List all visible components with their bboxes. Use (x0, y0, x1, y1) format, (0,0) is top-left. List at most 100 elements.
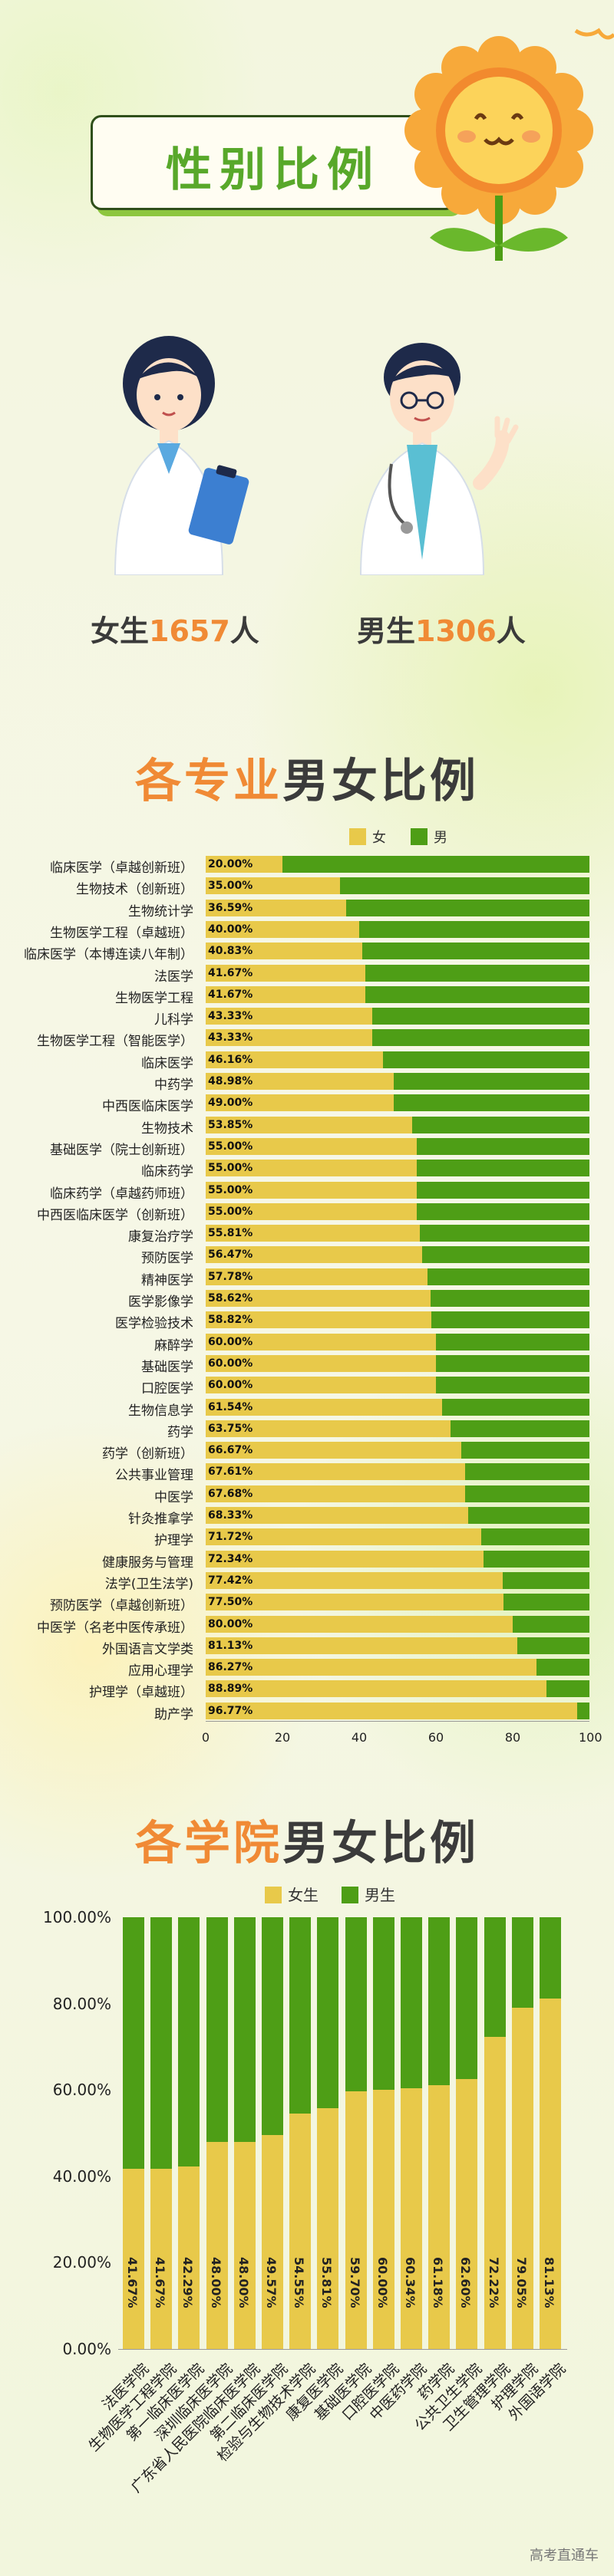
category-label: 麻醉学 (154, 1337, 193, 1354)
data-label: 46.16% (208, 1053, 253, 1066)
category-label: 医学检验技术 (115, 1316, 193, 1332)
bar-male (517, 1637, 589, 1654)
y-tick-label: 0.00% (62, 2340, 111, 2358)
bar-male (503, 1594, 589, 1611)
bar-male (365, 964, 589, 982)
legend-swatch (349, 828, 366, 845)
bar-female (206, 1225, 421, 1242)
female-doctor-illustration (114, 336, 249, 575)
section-colleges-title: 各学院男女比例 (0, 1806, 614, 1873)
female-count-prefix: 女生 (91, 614, 150, 648)
page-title: 性别比例 (166, 143, 381, 197)
data-label: 41.67% (208, 966, 253, 979)
data-label: 43.33% (208, 1010, 253, 1023)
bar-female (206, 877, 340, 895)
bar-female (178, 2166, 200, 2349)
bar-female (511, 2007, 533, 2349)
bar-female (206, 1637, 517, 1654)
data-label: 55.00% (208, 1140, 253, 1153)
data-label: 58.82% (208, 1314, 253, 1327)
bar-female (206, 1420, 451, 1437)
bar-female (206, 1485, 466, 1502)
bar-female (206, 1528, 481, 1546)
bar-female (206, 1594, 503, 1611)
bar-female (206, 964, 366, 982)
bar-female (345, 2091, 367, 2349)
bar-female (206, 856, 282, 873)
category-label: 生物统计学 (128, 903, 193, 920)
data-label: 86.27% (208, 1661, 253, 1674)
y-tick-label: 20.00% (52, 2253, 111, 2272)
male-count-suffix: 人 (496, 614, 526, 648)
category-label: 药学（创新班） (102, 1446, 193, 1462)
data-label: 62.60% (458, 2257, 474, 2308)
category-label: 精神医学 (141, 1272, 193, 1288)
data-label: 54.55% (292, 2257, 307, 2308)
bar-female (206, 1202, 417, 1220)
section-majors-title-accent: 各专业 (135, 755, 282, 808)
data-label: 41.67% (153, 2257, 168, 2308)
category-label: 生物技术 (141, 1120, 193, 1137)
data-label: 41.67% (208, 988, 253, 1001)
category-label: 法学(卫生法学) (104, 1576, 193, 1592)
data-label: 48.00% (208, 2257, 223, 2308)
bar-female (401, 2088, 422, 2349)
category-label: 护理学（卓越班） (89, 1685, 193, 1701)
bar-male (511, 1917, 533, 2008)
x-tick-label: 80 (504, 1730, 521, 1745)
data-label: 81.13% (542, 2257, 556, 2308)
y-tick-label: 80.00% (52, 1994, 111, 2013)
bar-female (372, 2090, 394, 2349)
data-label: 56.47% (208, 1249, 253, 1262)
bar-male (412, 1116, 589, 1133)
bar-female (206, 1029, 372, 1047)
section-majors-title-rest: 男女比例 (282, 755, 479, 808)
data-label: 66.67% (208, 1444, 253, 1457)
data-label: 57.78% (208, 1270, 253, 1283)
category-label: 公共事业管理 (115, 1468, 193, 1484)
category-label: 基础医学 (141, 1359, 193, 1375)
data-label: 20.00% (208, 858, 253, 870)
data-label: 55.00% (208, 1162, 253, 1175)
bar-male (576, 1702, 589, 1719)
data-label: 55.81% (319, 2257, 335, 2308)
female-count-number: 1657 (149, 614, 230, 648)
category-label: 临床医学（本博连读八年制） (24, 947, 193, 963)
data-label: 40.83% (208, 945, 253, 958)
data-label: 88.89% (208, 1683, 253, 1696)
bar-male (365, 985, 589, 1003)
data-label: 61.54% (208, 1400, 253, 1413)
male-count-prefix: 男生 (357, 614, 416, 648)
bar-female (206, 1398, 442, 1416)
x-axis-line (118, 2349, 568, 2350)
bar-female (206, 920, 359, 938)
data-label: 40.00% (208, 923, 253, 936)
category-label: 临床医学 (141, 1055, 193, 1071)
data-label: 96.77% (208, 1704, 253, 1717)
bar-male (436, 1333, 589, 1351)
category-label: 助产学 (154, 1706, 193, 1722)
bar-female (206, 2141, 228, 2349)
section-colleges-title-accent: 各学院 (135, 1817, 282, 1870)
bar-female (206, 1137, 417, 1155)
bar-male (420, 1225, 589, 1242)
bar-male (282, 856, 589, 873)
bar-male (417, 1181, 589, 1199)
legend-item: 女 (349, 827, 386, 847)
data-label: 80.00% (208, 1617, 253, 1630)
bar-female (206, 1377, 436, 1394)
category-label: 预防医学 (141, 1251, 193, 1267)
category-label: 中药学 (154, 1077, 193, 1093)
category-label: 生物医学工程（卓越班） (50, 925, 193, 941)
data-label: 60.00% (375, 2257, 390, 2308)
bar-male (401, 1917, 422, 2089)
category-label: 生物技术（创新班） (76, 882, 193, 898)
watermark: 高考直通车 (530, 2548, 599, 2564)
category-label: 中西医临床医学 (102, 1099, 193, 1115)
bar-female (206, 1702, 577, 1719)
data-label: 61.18% (431, 2257, 446, 2308)
category-label: 临床医学（卓越创新班） (50, 860, 193, 876)
category-label: 生物医学工程（智能医学） (37, 1034, 193, 1050)
data-label: 55.81% (208, 1227, 253, 1240)
y-tick-label: 40.00% (52, 2166, 111, 2186)
